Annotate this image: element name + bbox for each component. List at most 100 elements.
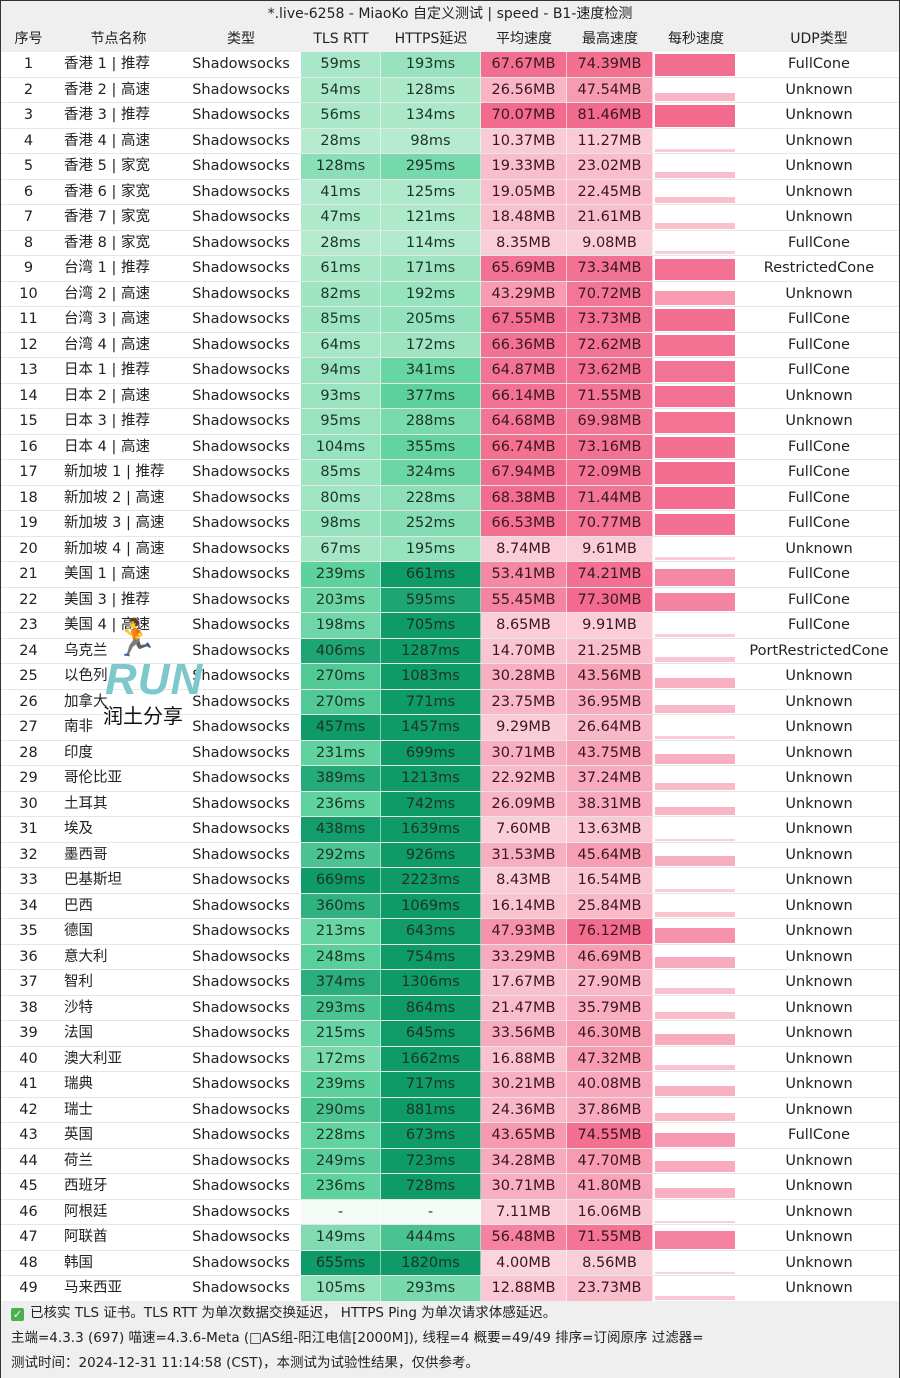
node-name: 香港 6 | 家宽 [64, 183, 150, 200]
per-second-speed-sparkline [653, 715, 739, 740]
col-header-udp-type: UDP类型 [790, 31, 848, 47]
node-type: Shadowsocks [192, 617, 290, 633]
per-second-speed-sparkline [653, 945, 739, 970]
node-type: Shadowsocks [192, 872, 290, 888]
node-name: 以色列 [64, 668, 108, 684]
https-latency-value: 1083ms [381, 664, 481, 689]
row-index: 8 [23, 234, 34, 251]
per-second-speed-sparkline [653, 562, 739, 587]
speed-bar [655, 1113, 735, 1121]
https-latency-value: 926ms [381, 842, 481, 867]
avg-speed-value: 18.48MB [481, 205, 567, 230]
speed-bar [655, 1085, 735, 1096]
node-type: Shadowsocks [192, 438, 290, 455]
avg-speed-value: 30.28MB [481, 664, 567, 689]
node-type: Shadowsocks [192, 540, 290, 557]
node-name: 土耳其 [64, 795, 108, 812]
https-latency-value: 661ms [381, 562, 481, 587]
row-index: 37 [19, 974, 38, 990]
avg-speed-value: 70.07MB [481, 103, 567, 128]
avg-speed-value: 9.29MB [481, 715, 567, 740]
speed-bar [655, 258, 735, 280]
node-name: 香港 5 | 家宽 [64, 158, 150, 174]
https-latency-value: 128ms [381, 77, 481, 102]
node-type: Shadowsocks [192, 489, 290, 506]
udp-type-value: Unknown [785, 1254, 853, 1271]
max-speed-value: 70.77MB [567, 511, 653, 536]
table-row: 47 阿联酋 Shadowsocks 149ms 444ms 56.48MB 71.55MB… [1, 1225, 899, 1251]
per-second-speed-sparkline [653, 486, 739, 511]
per-second-speed-sparkline [653, 1098, 739, 1123]
udp-type-value: Unknown [785, 413, 853, 429]
node-type: Shadowsocks [192, 1280, 290, 1296]
https-latency-value: - [381, 1199, 481, 1224]
udp-type-value: Unknown [785, 158, 853, 174]
speed-bar [655, 222, 735, 229]
https-latency-value: 1069ms [381, 893, 481, 918]
udp-type-value: Unknown [785, 923, 853, 939]
avg-speed-value: 7.11MB [481, 1199, 567, 1224]
udp-type-value: FullCone [788, 311, 850, 327]
table-row: 38 沙特 Shadowsocks 293ms 864ms 21.47MB 35.79MB U… [1, 995, 899, 1021]
https-latency-value: 288ms [381, 409, 481, 434]
tls-rtt-value: 94ms [301, 358, 381, 383]
table-row: 28 印度 Shadowsocks 231ms 699ms 30.71MB 43.75MB U… [1, 740, 899, 766]
table-row: 5 香港 5 | 家宽 Shadowsocks 128ms 295ms 19.33MB 23… [1, 154, 899, 180]
node-type: Shadowsocks [192, 132, 290, 149]
tls-rtt-value: 61ms [301, 256, 381, 281]
udp-type-value: Unknown [785, 387, 853, 404]
https-latency-value: 881ms [381, 1097, 481, 1122]
https-latency-value: 1662ms [381, 1046, 481, 1071]
avg-speed-value: 16.88MB [481, 1046, 567, 1071]
node-type: Shadowsocks [192, 1254, 290, 1271]
avg-speed-value: 53.41MB [481, 562, 567, 587]
https-latency-value: 114ms [381, 230, 481, 255]
row-index: 14 [19, 387, 38, 404]
avg-speed-value: 26.09MB [481, 791, 567, 816]
max-speed-value: 35.79MB [567, 995, 653, 1020]
node-name: 德国 [64, 923, 93, 939]
node-name: 巴西 [64, 897, 93, 914]
per-second-speed-sparkline [653, 435, 739, 460]
https-latency-value: 754ms [381, 944, 481, 969]
node-name: 埃及 [64, 821, 93, 837]
node-name: 香港 3 | 推荐 [64, 107, 150, 123]
udp-type-value: Unknown [785, 1152, 853, 1169]
col-header-avg-speed: 平均速度 [496, 31, 552, 47]
udp-type-value: Unknown [785, 770, 853, 786]
avg-speed-value: 67.94MB [481, 460, 567, 485]
https-latency-value: 717ms [381, 1072, 481, 1097]
speed-bar [655, 411, 735, 433]
avg-speed-value: 8.35MB [481, 230, 567, 255]
avg-speed-value: 17.67MB [481, 970, 567, 995]
per-second-speed-sparkline [653, 1276, 739, 1301]
per-second-speed-sparkline [653, 588, 739, 613]
speed-bar [655, 197, 735, 203]
https-latency-value: 645ms [381, 1021, 481, 1046]
footer-info: ✓ 已核实 TLS 证书。TLS RTT 为单次数据交换延迟， HTTPS Pin… [1, 1301, 899, 1378]
udp-type-value: FullCone [788, 489, 850, 506]
avg-speed-value: 30.21MB [481, 1072, 567, 1097]
https-latency-value: 1306ms [381, 970, 481, 995]
node-type: Shadowsocks [192, 234, 290, 251]
udp-type-value: FullCone [788, 617, 850, 633]
per-second-speed-sparkline [653, 231, 739, 256]
per-second-speed-sparkline [653, 664, 739, 689]
udp-type-value: Unknown [785, 1203, 853, 1220]
tls-rtt-value: 236ms [301, 1174, 381, 1199]
per-second-speed-sparkline [653, 103, 739, 128]
speed-bar [655, 1161, 735, 1172]
max-speed-value: 21.61MB [567, 205, 653, 230]
https-latency-value: 193ms [381, 52, 481, 77]
max-speed-value: 43.56MB [567, 664, 653, 689]
node-type: Shadowsocks [192, 744, 290, 761]
table-row: 42 瑞士 Shadowsocks 290ms 881ms 24.36MB 37.86MB U… [1, 1097, 899, 1123]
tls-rtt-value: 104ms [301, 434, 381, 459]
table-row: 7 香港 7 | 家宽 Shadowsocks 47ms 121ms 18.48MB 21.… [1, 205, 899, 231]
node-type: Shadowsocks [192, 336, 290, 353]
tls-rtt-value: 360ms [301, 893, 381, 918]
max-speed-value: 70.72MB [567, 281, 653, 306]
https-latency-value: 595ms [381, 587, 481, 612]
node-name: 印度 [64, 744, 93, 761]
max-speed-value: 22.45MB [567, 179, 653, 204]
